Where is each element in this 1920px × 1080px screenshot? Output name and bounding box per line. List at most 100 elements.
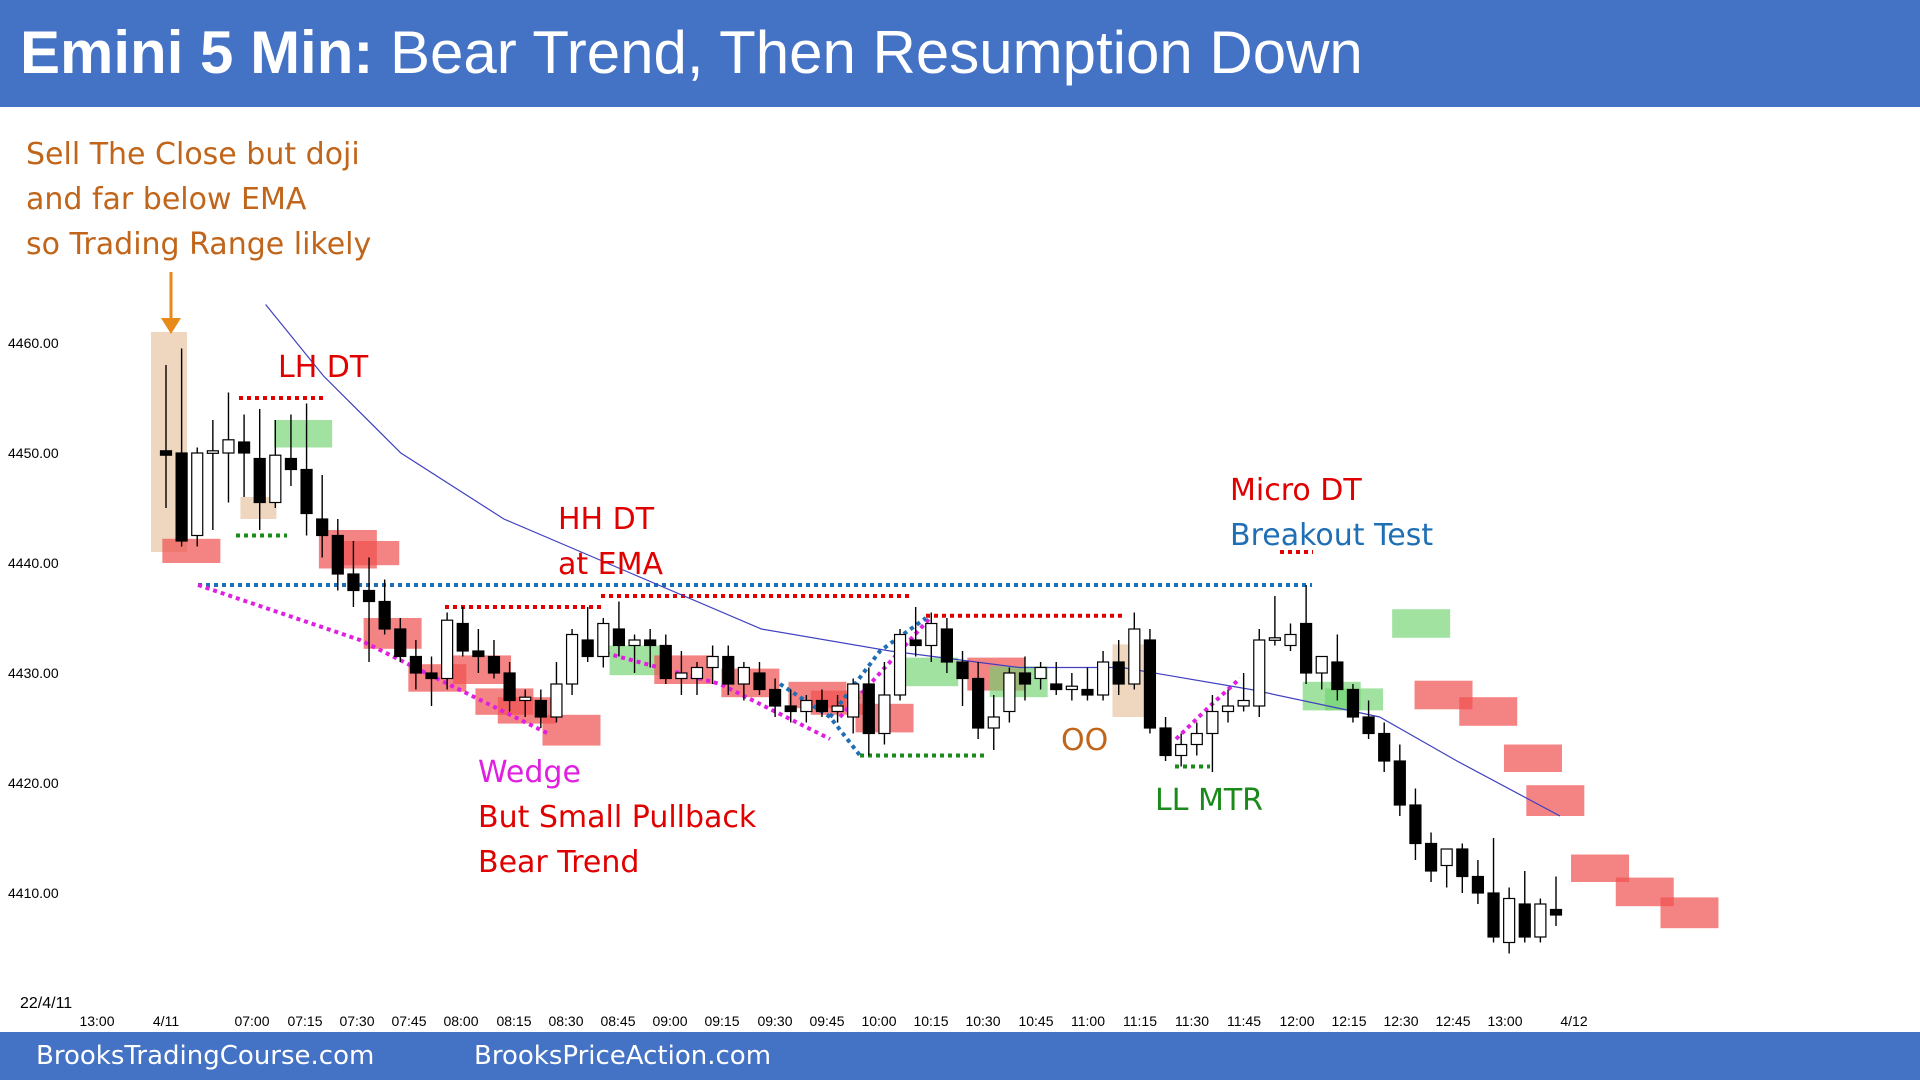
candle (487, 640, 501, 679)
bull-candle-body (1190, 732, 1203, 746)
x-tick-label: 07:45 (391, 1013, 426, 1029)
y-tick-label: 4430.00 (8, 665, 59, 681)
bear-candle-body (1487, 892, 1500, 938)
signal-box-red (1503, 744, 1562, 772)
bear-candle-body (378, 600, 391, 630)
candles (159, 348, 1563, 954)
signal-box-red (1459, 697, 1518, 726)
bull-candle-body (1175, 743, 1188, 757)
candle (284, 414, 298, 486)
candle (612, 601, 626, 657)
annotation-wedge: Wedge (478, 750, 581, 795)
x-tick-label: 09:30 (757, 1013, 792, 1029)
annotation-ll-mtr: LL MTR (1155, 778, 1263, 823)
candle (1253, 629, 1266, 717)
x-tick-label: 08:30 (548, 1013, 583, 1029)
bull-candle-body (893, 633, 907, 696)
x-tick-label: 07:30 (339, 1013, 374, 1029)
candle (394, 618, 407, 662)
signal-box-red (542, 714, 601, 746)
candle (347, 541, 360, 607)
candle (1346, 684, 1360, 723)
bear-candle-body (1346, 688, 1360, 718)
candle (1050, 662, 1063, 695)
bear-candle-body (1362, 716, 1375, 735)
candle (1440, 848, 1453, 888)
annotation-line: Wedge (478, 755, 581, 790)
footer-link-brookspriceaction[interactable]: BrooksPriceAction.com (474, 1041, 772, 1071)
bear-candle-body (237, 441, 251, 454)
candle (1487, 838, 1500, 943)
bull-candle-body (1096, 661, 1110, 696)
x-tick-label: 10:00 (861, 1013, 896, 1029)
candle (1065, 673, 1078, 701)
wedge-line (597, 649, 831, 741)
bull-candle-body (191, 452, 204, 537)
candle (1409, 788, 1422, 860)
bear-candle-body (1018, 672, 1032, 685)
annotation-line: so Trading Range likely (26, 227, 372, 262)
bull-candle-body (800, 699, 813, 713)
candle (831, 695, 844, 723)
x-tick-label: 10:45 (1018, 1013, 1053, 1029)
annotation-line: But Small Pullback (478, 800, 757, 835)
candle (956, 651, 969, 706)
bull-candle-body (628, 639, 641, 647)
bull-candle-body (1065, 685, 1078, 691)
candle (581, 607, 594, 662)
candle (1378, 722, 1391, 772)
candle (628, 634, 641, 673)
bear-candle-body (1300, 622, 1313, 674)
candle (925, 612, 938, 662)
signal-box-green (1392, 609, 1451, 638)
candle (269, 420, 282, 508)
annotation-line: Breakout Test (1230, 518, 1434, 553)
bear-candle-body (284, 457, 298, 471)
bull-candle-body (519, 696, 532, 702)
annotation-line: Bear Trend (478, 845, 640, 880)
candle (1534, 898, 1547, 943)
candle (1159, 717, 1172, 761)
candle (722, 645, 735, 695)
x-tick-label: 10:30 (965, 1013, 1000, 1029)
bull-candle-body (1221, 705, 1235, 713)
bull-candle-body (1034, 666, 1047, 680)
candle (1221, 689, 1235, 723)
bear-candle-body (175, 452, 188, 542)
candle (237, 414, 251, 497)
annotation-small-pullback: But Small Pullback Bear Trend (478, 795, 756, 885)
y-tick-label: 4440.00 (8, 555, 59, 571)
candle (159, 365, 173, 508)
bull-candle-body (706, 655, 719, 669)
candle (690, 662, 704, 695)
wedge-line (1174, 677, 1242, 741)
bear-candle-body (1518, 903, 1531, 938)
signal-box-red (162, 538, 221, 563)
candle (987, 695, 1000, 750)
candle (1331, 634, 1344, 701)
bear-candle-body (784, 705, 797, 713)
bear-candle-body (1331, 661, 1344, 691)
bull-candle-body (206, 450, 219, 454)
bull-candle-body (550, 683, 563, 718)
candle (534, 689, 547, 728)
bear-candle-body (956, 661, 969, 680)
candle (409, 640, 422, 690)
candle (909, 607, 922, 657)
bear-candle-body (1424, 842, 1438, 872)
bear-candle-body (409, 655, 422, 674)
bear-candle-body (159, 450, 173, 456)
bear-candle-body (644, 639, 657, 647)
x-tick-label: 12:15 (1331, 1013, 1366, 1029)
bear-candle-body (909, 639, 922, 647)
candle (441, 612, 454, 690)
bear-candle-body (940, 628, 953, 663)
bear-candle-body (1159, 727, 1172, 757)
bull-candle-body (1503, 897, 1516, 944)
candle (1096, 651, 1110, 701)
x-tick-label: 07:15 (287, 1013, 322, 1029)
bear-candle-body (1393, 760, 1406, 806)
y-axis: 4410.00 4420.00 4430.00 4440.00 4450.00 4460.… (8, 335, 59, 901)
bull-candle-body (1253, 639, 1266, 707)
footer-link-brookstradingcourse[interactable]: BrooksTradingCourse.com (36, 1041, 375, 1071)
